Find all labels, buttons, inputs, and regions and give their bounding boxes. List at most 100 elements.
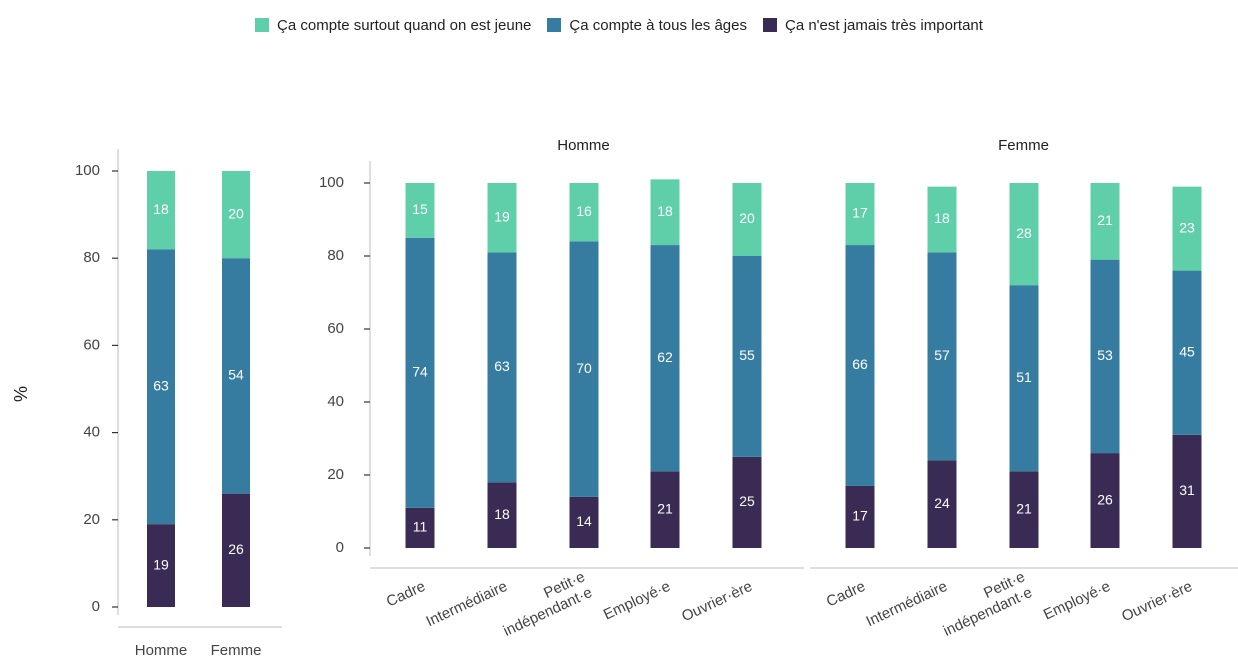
panel-1-y-tick-label: 0 bbox=[336, 539, 344, 556]
panel-0-y-tick-label: 100 bbox=[75, 162, 100, 179]
panel-0-data-label: 19 bbox=[153, 556, 169, 572]
panel-1-category-label: Intermédiaire bbox=[424, 578, 511, 630]
panel-0-data-label: 18 bbox=[153, 201, 169, 217]
panel-1-bar-segment-0 bbox=[650, 471, 680, 548]
panel-1-data-label: 18 bbox=[494, 506, 510, 522]
panel-1-y-tick-label: 80 bbox=[327, 247, 344, 264]
panel-1-bar-segment-0 bbox=[732, 456, 762, 548]
panel-1-bar-segment-0 bbox=[569, 496, 599, 548]
panel-1-bar-segment-1 bbox=[732, 256, 762, 457]
panel-2-category-label: Employé·e bbox=[1041, 578, 1113, 624]
panel-2-bar-segment-1 bbox=[927, 252, 957, 461]
panel-0-bar-segment-2 bbox=[147, 171, 175, 250]
panel-1-bar-segment-1 bbox=[487, 252, 517, 483]
panel-2-bar-segment-2 bbox=[845, 183, 875, 246]
panel-2-data-label: 28 bbox=[1016, 225, 1032, 241]
legend: Ça compte surtout quand on est jeune Ça … bbox=[0, 12, 1238, 38]
panel-1-data-label: 74 bbox=[412, 364, 428, 380]
legend-label-young: Ça compte surtout quand on est jeune bbox=[277, 16, 532, 34]
panel-2-data-label: 23 bbox=[1179, 219, 1195, 235]
panel-1-bar-segment-2 bbox=[569, 183, 599, 242]
panel-0-y-tick-label: 20 bbox=[83, 511, 100, 528]
panel-2-data-label: 21 bbox=[1016, 500, 1032, 516]
panel-2-bar-segment-0 bbox=[1009, 471, 1039, 548]
panel-0-bar-segment-1 bbox=[222, 258, 250, 494]
panel-0-category-label: Homme bbox=[135, 642, 188, 659]
panel-0-y-tick-label: 40 bbox=[83, 424, 100, 441]
panel-0-y-tick-label: 60 bbox=[83, 336, 100, 353]
panel-1-data-label: 11 bbox=[413, 519, 428, 535]
panel-1-data-label: 14 bbox=[576, 513, 592, 529]
panel-1-title: Homme bbox=[557, 137, 610, 154]
panel-1-y-tick-label: 100 bbox=[319, 174, 344, 191]
panel-2-category-label: Petit·eindépendant·e bbox=[933, 568, 1034, 640]
panel-0-bar-segment-0 bbox=[222, 493, 250, 607]
panel-0-data-label: 63 bbox=[153, 378, 169, 394]
y-axis-title: % bbox=[11, 386, 31, 402]
panel-2-data-label: 31 bbox=[1179, 482, 1195, 498]
panel-1-bar-segment-2 bbox=[405, 183, 435, 238]
panel-1-category-label: Cadre bbox=[384, 578, 428, 611]
panel-2-data-label: 26 bbox=[1097, 491, 1113, 507]
panel-2-bar-segment-1 bbox=[1172, 270, 1202, 435]
panel-2-category-label: Intermédiaire bbox=[864, 578, 951, 630]
panel-1-data-label: 15 bbox=[412, 201, 428, 217]
panel-2-bar-segment-2 bbox=[927, 186, 957, 253]
panel-1-bar-segment-0 bbox=[487, 482, 517, 548]
panel-2-data-label: 24 bbox=[934, 495, 950, 511]
legend-swatch-never bbox=[763, 18, 777, 32]
panel-1-y-tick-label: 40 bbox=[327, 393, 344, 410]
panel-0-y-tick-label: 0 bbox=[92, 598, 100, 615]
panel-2-bar-segment-1 bbox=[1090, 259, 1120, 454]
panel-1-data-label: 55 bbox=[739, 347, 755, 363]
panel-2-data-label: 18 bbox=[934, 210, 950, 226]
panel-1-bar-segment-0 bbox=[405, 507, 435, 548]
panel-1-bar-segment-1 bbox=[650, 245, 680, 472]
panel-1-category-label: Ouvrier·ère bbox=[679, 578, 755, 625]
panel-2-bar-segment-0 bbox=[1090, 453, 1120, 548]
panel-1-data-label: 18 bbox=[657, 203, 673, 219]
panel-2-title: Femme bbox=[998, 137, 1049, 154]
panel-1-data-label: 21 bbox=[657, 500, 673, 516]
panel-1-data-label: 19 bbox=[494, 208, 510, 224]
legend-item-young: Ça compte surtout quand on est jeune bbox=[255, 17, 531, 34]
panel-2-bar-segment-2 bbox=[1172, 186, 1202, 271]
panel-1-bar-segment-1 bbox=[569, 241, 599, 497]
panel-2-data-label: 66 bbox=[852, 356, 868, 372]
panel-0-category-label: Femme bbox=[211, 642, 262, 659]
panel-0-bar-segment-2 bbox=[222, 171, 250, 259]
panel-1-data-label: 20 bbox=[739, 210, 755, 226]
panel-2-bar-segment-1 bbox=[1009, 285, 1039, 472]
panel-2-bar-segment-2 bbox=[1090, 183, 1120, 260]
panel-0-y-tick-label: 80 bbox=[83, 249, 100, 266]
panel-1-y-tick-label: 20 bbox=[327, 466, 344, 483]
panel-2-bar-segment-0 bbox=[927, 460, 957, 548]
panel-2-data-label: 53 bbox=[1097, 347, 1113, 363]
panel-0-data-label: 26 bbox=[228, 541, 244, 557]
panel-2-bar-segment-0 bbox=[1172, 434, 1202, 548]
legend-swatch-young bbox=[255, 18, 270, 32]
panel-1-bar-segment-2 bbox=[487, 183, 517, 253]
panel-2-category-label: Cadre bbox=[824, 578, 868, 611]
panel-1-category-label: Employé·e bbox=[601, 578, 673, 624]
panel-1-data-label: 16 bbox=[576, 203, 592, 219]
panel-2-bar-segment-0 bbox=[845, 485, 875, 548]
panel-1-data-label: 25 bbox=[739, 493, 755, 509]
panel-1-bar-segment-2 bbox=[732, 183, 762, 256]
legend-item-all-ages: Ça compte à tous les âges bbox=[547, 17, 747, 34]
panel-2-category-label: Ouvrier·ère bbox=[1119, 578, 1195, 625]
panel-1-data-label: 70 bbox=[576, 360, 592, 376]
panel-1-category-label: Petit·eindépendant·e bbox=[493, 568, 594, 640]
panel-2-data-label: 17 bbox=[852, 508, 868, 524]
panel-0-data-label: 20 bbox=[228, 205, 244, 221]
panel-1-data-label: 63 bbox=[494, 358, 510, 374]
legend-item-never: Ça n'est jamais très important bbox=[763, 17, 983, 34]
legend-label-never: Ça n'est jamais très important bbox=[785, 16, 983, 34]
panel-1-bar-segment-2 bbox=[650, 179, 680, 246]
panel-2-data-label: 57 bbox=[934, 347, 950, 363]
panel-2-data-label: 21 bbox=[1097, 212, 1113, 228]
panel-2-data-label: 17 bbox=[852, 205, 868, 221]
panel-0-bar-segment-0 bbox=[147, 524, 175, 607]
panel-2-bar-segment-1 bbox=[845, 245, 875, 486]
